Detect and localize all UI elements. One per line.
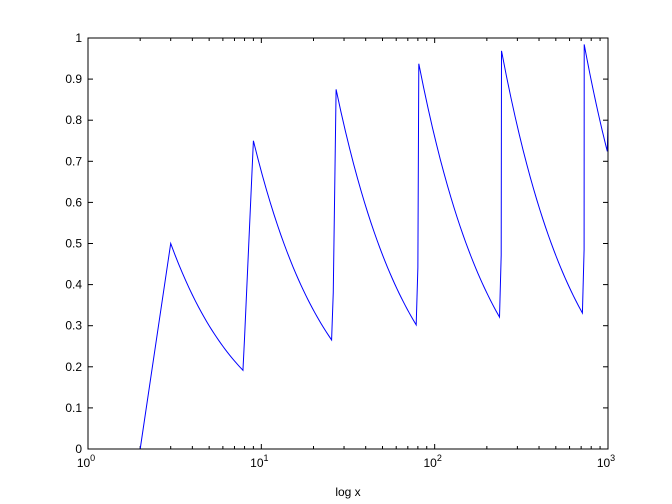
x-tick-label: 101 — [250, 453, 268, 470]
x-tick-label: 100 — [77, 453, 95, 470]
y-tick-label: 0.1 — [65, 401, 82, 415]
x-tick-label: 103 — [597, 453, 615, 470]
plot-area — [88, 38, 608, 449]
y-tick-label: 0.8 — [65, 113, 82, 127]
y-tick-label: 0.4 — [65, 278, 82, 292]
plot-frame — [87, 37, 609, 450]
y-tick-label: 0.7 — [65, 154, 82, 168]
y-tick-label: 0.5 — [65, 237, 82, 251]
y-tick-label: 0.3 — [65, 319, 82, 333]
series-lines — [139, 44, 609, 450]
y-tick-label: 0.6 — [65, 195, 82, 209]
tick-labels: 100 101 102 103 0 0.1 0.2 0.3 0.4 0.5 0.6 0.7 0.8 0.9… — [65, 31, 615, 470]
y-tick-label: 0 — [75, 442, 82, 456]
x-tick-label: 102 — [423, 453, 441, 470]
y-tick-label: 0.2 — [65, 360, 82, 374]
series-line — [139, 44, 609, 450]
y-tick-label: 0.9 — [65, 72, 82, 86]
y-tick-label: 1 — [75, 31, 82, 45]
x-axis-label: log x — [335, 485, 360, 499]
